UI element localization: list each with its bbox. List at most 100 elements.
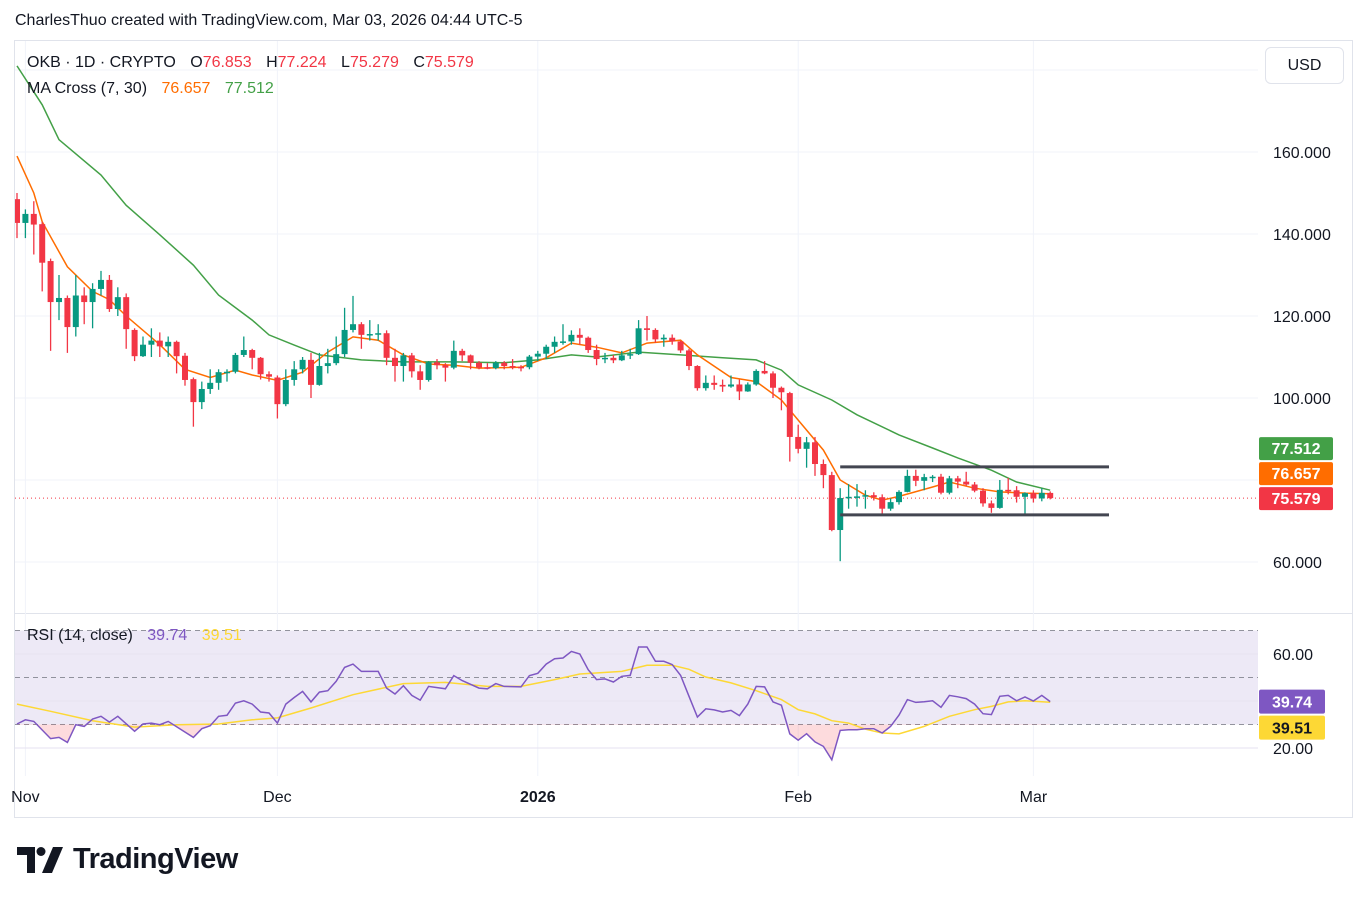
candle[interactable] — [980, 488, 986, 507]
candle[interactable] — [14, 193, 20, 239]
tradingview-logo[interactable]: TradingView — [17, 843, 238, 876]
candle[interactable] — [837, 488, 844, 562]
candle[interactable] — [375, 324, 382, 341]
candle[interactable] — [476, 361, 482, 370]
candle[interactable] — [635, 320, 642, 355]
candle[interactable] — [854, 484, 860, 507]
candle[interactable] — [677, 340, 684, 353]
candle[interactable] — [1047, 491, 1054, 500]
candle[interactable] — [417, 365, 424, 390]
candle[interactable] — [904, 469, 911, 493]
candle[interactable] — [576, 328, 583, 345]
candle[interactable] — [207, 369, 214, 394]
candle[interactable] — [778, 386, 785, 411]
candle[interactable] — [518, 365, 524, 372]
candle[interactable] — [761, 361, 768, 375]
candle[interactable] — [736, 379, 743, 401]
candle[interactable] — [585, 336, 592, 353]
candle[interactable] — [568, 330, 575, 345]
candle[interactable] — [921, 473, 928, 491]
candle[interactable] — [543, 344, 550, 360]
currency-button[interactable]: USD — [1265, 47, 1344, 84]
candle[interactable] — [971, 482, 978, 493]
candle[interactable] — [795, 424, 802, 454]
candle[interactable] — [593, 344, 600, 366]
candle[interactable] — [89, 283, 96, 329]
candle[interactable] — [324, 348, 331, 374]
candle[interactable] — [274, 375, 281, 419]
candle[interactable] — [686, 348, 692, 371]
candle[interactable] — [425, 361, 432, 382]
candle[interactable] — [610, 354, 617, 364]
candle[interactable] — [266, 371, 272, 382]
candle[interactable] — [299, 357, 306, 374]
rsi-name[interactable]: RSI (14, close) — [27, 627, 133, 644]
candle[interactable] — [341, 307, 348, 357]
candle[interactable] — [30, 201, 37, 255]
candle[interactable] — [308, 352, 314, 398]
candle[interactable] — [744, 382, 751, 392]
candle[interactable] — [896, 490, 902, 505]
candle[interactable] — [434, 359, 440, 370]
candle[interactable] — [459, 348, 466, 362]
candle[interactable] — [702, 375, 709, 391]
candle[interactable] — [1022, 492, 1028, 515]
candle[interactable] — [81, 287, 88, 325]
candle[interactable] — [770, 371, 776, 398]
candle[interactable] — [1005, 477, 1012, 495]
candle[interactable] — [938, 473, 944, 495]
candle[interactable] — [165, 336, 172, 358]
candle[interactable] — [366, 320, 373, 341]
candle[interactable] — [753, 369, 760, 386]
candle[interactable] — [383, 330, 390, 366]
candle[interactable] — [316, 352, 323, 386]
candle[interactable] — [358, 322, 365, 349]
candle[interactable] — [123, 293, 130, 349]
candle[interactable] — [240, 336, 247, 358]
candle[interactable] — [282, 369, 289, 407]
candle[interactable] — [996, 480, 1003, 509]
candle[interactable] — [173, 340, 180, 374]
candle[interactable] — [39, 221, 46, 292]
candle[interactable] — [492, 361, 499, 370]
candle[interactable] — [803, 436, 810, 468]
candle[interactable] — [442, 363, 449, 382]
candle[interactable] — [140, 336, 146, 358]
candle[interactable] — [257, 357, 264, 380]
candle[interactable] — [618, 350, 625, 362]
candle[interactable] — [182, 352, 188, 386]
candle[interactable] — [954, 475, 961, 489]
symbol-name[interactable]: OKB · 1D · CRYPTO — [27, 54, 176, 71]
candle[interactable] — [1013, 486, 1020, 503]
candle[interactable] — [408, 352, 415, 378]
candle[interactable] — [526, 354, 533, 370]
candle[interactable] — [988, 500, 995, 513]
candle[interactable] — [350, 295, 356, 333]
candle[interactable] — [509, 359, 516, 370]
candle[interactable] — [392, 348, 398, 382]
candle[interactable] — [786, 391, 793, 462]
candle[interactable] — [106, 275, 113, 312]
candle[interactable] — [551, 336, 558, 353]
candle[interactable] — [812, 436, 818, 476]
candle[interactable] — [862, 490, 869, 509]
candle[interactable] — [64, 295, 71, 353]
candle[interactable] — [711, 375, 718, 390]
candle[interactable] — [828, 471, 835, 532]
candle[interactable] — [450, 340, 457, 370]
candle[interactable] — [887, 498, 894, 511]
candle[interactable] — [333, 336, 340, 366]
candle[interactable] — [190, 377, 197, 427]
candle[interactable] — [602, 352, 608, 364]
candle[interactable] — [870, 492, 877, 501]
ma-cross-name[interactable]: MA Cross (7, 30) — [27, 80, 148, 97]
candle[interactable] — [534, 350, 541, 362]
candle[interactable] — [627, 348, 634, 360]
candle[interactable] — [1030, 490, 1037, 503]
candle[interactable] — [560, 324, 566, 345]
candle[interactable] — [669, 334, 676, 345]
candle[interactable] — [652, 328, 659, 343]
candle[interactable] — [484, 363, 491, 370]
candle[interactable] — [660, 334, 667, 347]
candle[interactable] — [114, 287, 121, 316]
